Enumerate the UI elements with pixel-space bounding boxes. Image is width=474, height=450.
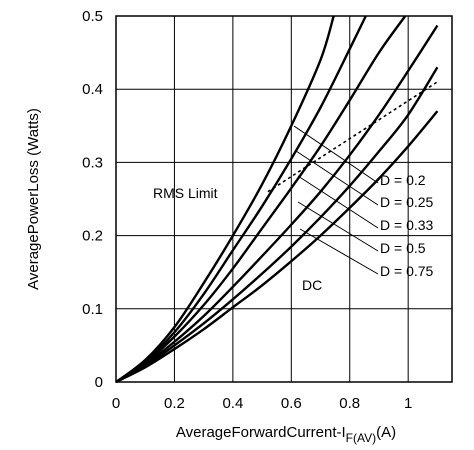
leader-line (297, 201, 379, 252)
y-axis-label: AveragePowerLoss (Watts) (25, 108, 42, 290)
series-line-3 (115, 15, 407, 384)
y-tick-label: 0.5 (82, 8, 103, 25)
y-tick-label: 0.1 (82, 301, 103, 318)
x-axis-label-unit: (A) (376, 424, 396, 441)
y-tick-label: 0.3 (82, 154, 103, 171)
y-tick-label: 0 (95, 374, 103, 391)
x-tick-label: 0.4 (222, 395, 243, 412)
series-lines (115, 15, 439, 384)
annotations: D = 0.2 D = 0.25 D = 0.33 D = 0.5 D = 0.75 RM… (153, 172, 434, 293)
leader-line (299, 228, 379, 275)
x-tick-label: 1 (404, 395, 412, 412)
duty-cycle-label: D = 0.75 (380, 263, 434, 279)
x-tick-label: 0.6 (281, 395, 302, 412)
dc-label: DC (302, 277, 322, 293)
series-line-6 (115, 110, 439, 384)
y-tick-label: 0.4 (82, 81, 103, 98)
leader-line (295, 150, 379, 206)
duty-cycle-label: D = 0.33 (380, 217, 434, 233)
x-tick-label: 0.8 (339, 395, 360, 412)
plot-frame (115, 15, 453, 383)
rms-limit-label: RMS Limit (153, 185, 218, 201)
series-line-5 (115, 66, 439, 384)
series-line-2 (115, 15, 367, 383)
x-tick-label: 0.2 (164, 395, 185, 412)
series-line-1 (115, 15, 335, 383)
x-tick-label: 0 (112, 395, 120, 412)
duty-cycle-label: D = 0.25 (380, 194, 434, 210)
tick-labels: 0 0.2 0.4 0.6 0.8 1 0 0.1 0.2 0.3 0.4 0.5 (82, 8, 412, 412)
rms-limit-line (267, 81, 438, 193)
y-tick-label: 0.2 (82, 228, 103, 245)
duty-cycle-label: D = 0.5 (380, 240, 426, 256)
x-axis-label-subscript: F(AV) (346, 431, 376, 445)
leader-line (293, 125, 379, 184)
duty-cycle-label: D = 0.2 (380, 172, 426, 188)
series-line-4 (115, 24, 439, 384)
leader-line (297, 175, 379, 229)
annotation-leader-lines (293, 125, 379, 275)
x-axis-label-main: AverageForwardCurrent-I (176, 424, 346, 441)
grid (116, 16, 452, 382)
x-axis-label: AverageForwardCurrent-IF(AV)(A) (176, 424, 396, 445)
